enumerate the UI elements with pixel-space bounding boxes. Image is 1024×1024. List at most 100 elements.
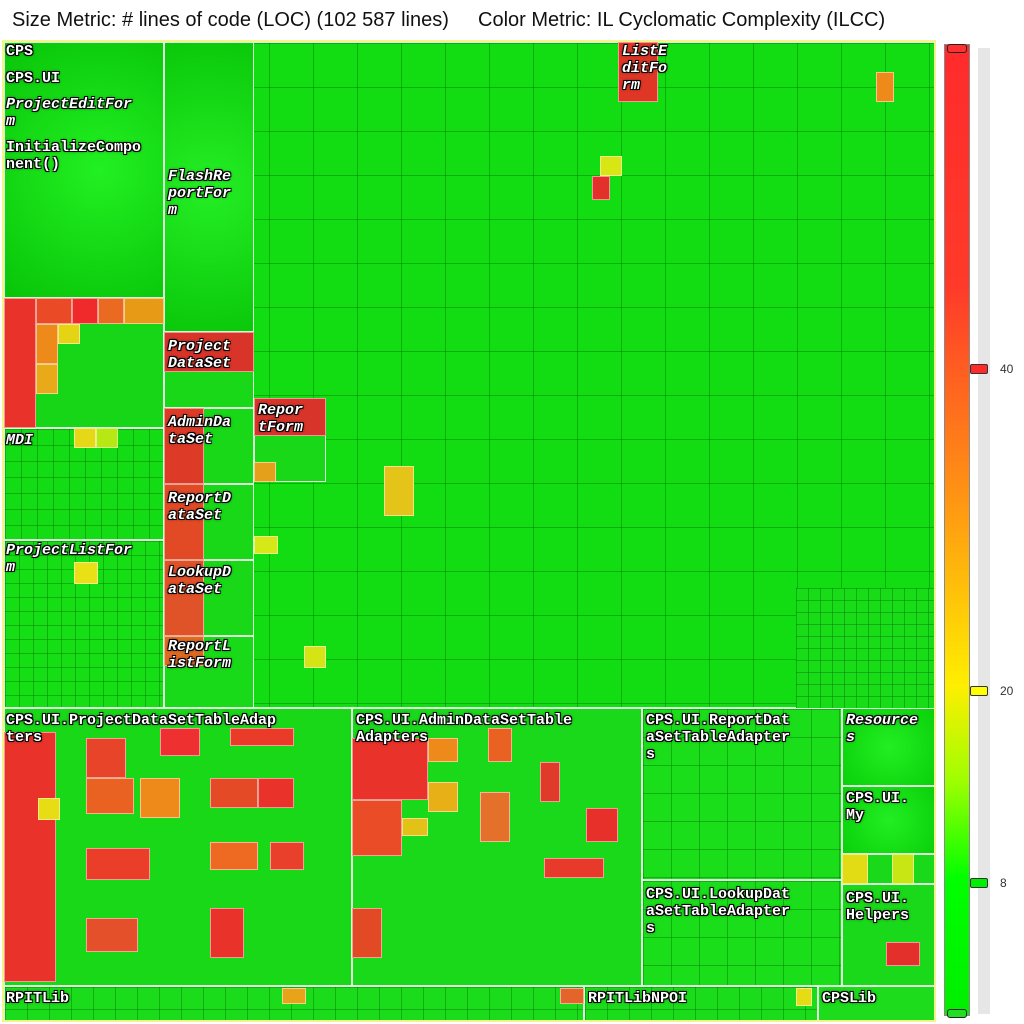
treemap-hot-cell[interactable]: [586, 808, 618, 842]
treemap-hot-cell[interactable]: [402, 818, 428, 836]
treemap-hot-cell[interactable]: [4, 732, 56, 982]
treemap-hot-cell[interactable]: [876, 72, 894, 102]
label-project-edit-form: ProjectEditFor m: [6, 96, 133, 130]
treemap-node-flash-report-form[interactable]: [164, 42, 254, 332]
treemap-node-rpitlib-npoi[interactable]: [584, 986, 818, 1020]
treemap-hot-cell[interactable]: [428, 738, 458, 762]
scale-min-handle[interactable]: [947, 1009, 967, 1018]
treemap-hot-cell[interactable]: [38, 798, 60, 820]
label-project-list-form: ProjectListFor m: [6, 542, 133, 576]
label-lookup-dataset-table-adapters: CPS.UI.LookupDat aSetTableAdapter s: [646, 886, 791, 937]
label-project-dataset: Project DataSet: [168, 338, 232, 372]
label-cps: CPS: [6, 43, 34, 60]
treemap-hot-cell[interactable]: [540, 762, 560, 802]
treemap-hot-cell[interactable]: [36, 298, 72, 324]
treemap-node-lookup-dataset-table-adapters[interactable]: [642, 880, 842, 986]
scale-marker-20[interactable]: [970, 686, 988, 696]
label-resources: Resource s: [846, 712, 919, 746]
treemap-hot-cell[interactable]: [352, 908, 382, 958]
treemap-hot-cell[interactable]: [4, 298, 36, 428]
scale-max-handle[interactable]: [947, 44, 967, 53]
treemap-hot-cell[interactable]: [428, 782, 458, 812]
scale-marker-40[interactable]: [970, 364, 988, 374]
treemap-node-project-edit-form[interactable]: [4, 42, 164, 298]
treemap-hot-cell[interactable]: [164, 332, 254, 372]
treemap-hot-cell[interactable]: [352, 738, 428, 800]
scale-tick-20: 20: [1000, 684, 1014, 698]
treemap-hot-cell[interactable]: [164, 484, 204, 560]
treemap-hot-cell[interactable]: [230, 728, 294, 746]
treemap-hot-cell[interactable]: [86, 738, 126, 778]
treemap-node-cpslib[interactable]: [818, 986, 934, 1020]
treemap-hot-cell[interactable]: [592, 176, 610, 200]
treemap-hot-cell[interactable]: [384, 466, 414, 516]
label-cps-ui-my: CPS.UI. My: [846, 790, 910, 824]
treemap-node-list-edit-form[interactable]: [618, 42, 658, 102]
treemap-hot-cell[interactable]: [254, 462, 276, 482]
treemap-hot-cell[interactable]: [140, 778, 180, 818]
treemap-hot-cell[interactable]: [164, 408, 204, 484]
treemap-hot-cell[interactable]: [86, 848, 150, 880]
treemap-hot-cell[interactable]: [352, 800, 402, 856]
scale-tick-8: 8: [1000, 876, 1007, 890]
treemap-hot-cell[interactable]: [254, 398, 326, 436]
treemap-hot-cell[interactable]: [886, 942, 920, 966]
label-cps-ui: CPS.UI: [6, 70, 61, 87]
treemap-hot-cell[interactable]: [480, 792, 510, 842]
treemap-hot-cell[interactable]: [560, 988, 584, 1004]
label-cps-ui-helpers: CPS.UI. Helpers: [846, 890, 910, 924]
treemap-hot-cell[interactable]: [254, 536, 278, 554]
treemap-hot-cell[interactable]: [600, 156, 622, 176]
treemap-hot-cell[interactable]: [36, 324, 58, 364]
treemap-hot-cell[interactable]: [98, 298, 124, 324]
label-cpslib: CPSLib: [822, 990, 877, 1007]
treemap-node-cps-ui-my[interactable]: [842, 786, 934, 854]
size-metric-label: Size Metric: # lines of code (LOC) (102 …: [12, 9, 449, 31]
treemap-node-fine-grid[interactable]: [796, 588, 934, 708]
color-scale-bar[interactable]: [944, 44, 970, 1016]
treemap-hot-cell[interactable]: [72, 298, 98, 324]
treemap-hot-cell[interactable]: [74, 428, 96, 448]
label-admin-dataset-table-adapters: CPS.UI.AdminDataSetTable Adapters: [356, 712, 573, 746]
treemap-hot-cell[interactable]: [86, 778, 134, 814]
label-lookup-dataset: LookupD ataSet: [168, 564, 232, 598]
treemap-hot-cell[interactable]: [86, 918, 138, 952]
label-report-form: Repor tForm: [258, 402, 304, 436]
treemap-hot-cell[interactable]: [96, 428, 118, 448]
label-rpitlib: RPITLib: [6, 990, 70, 1007]
label-list-edit-form: ListE ditFo rm: [622, 43, 668, 94]
treemap-hot-cell[interactable]: [36, 364, 58, 394]
label-flash-report-form: FlashRe portFor m: [168, 168, 232, 219]
color-scale-track[interactable]: [978, 48, 990, 1014]
treemap-hot-cell[interactable]: [270, 842, 304, 870]
treemap-hot-cell[interactable]: [282, 988, 306, 1004]
treemap-hot-cell[interactable]: [58, 324, 80, 344]
treemap-node-cps-ui-helpers[interactable]: [842, 884, 934, 986]
label-admin-dataset: AdminDa taSet: [168, 414, 232, 448]
scale-marker-8[interactable]: [970, 878, 988, 888]
label-mdi: MDI: [6, 432, 34, 449]
treemap-hot-cell[interactable]: [160, 728, 200, 756]
label-initialize-component: InitializeCompo nent(): [6, 139, 142, 173]
treemap-node-resources[interactable]: [842, 708, 934, 786]
treemap-node-report-dataset-table-adapters[interactable]: [642, 708, 842, 880]
treemap-hot-cell[interactable]: [304, 646, 326, 668]
treemap-hot-cell[interactable]: [124, 298, 164, 324]
treemap-hot-cell[interactable]: [488, 728, 512, 762]
treemap-hot-cell[interactable]: [210, 842, 258, 870]
label-report-dataset: ReportD ataSet: [168, 490, 232, 524]
treemap-hot-cell[interactable]: [796, 988, 812, 1006]
color-metric-label: Color Metric: IL Cyclomatic Complexity (…: [478, 9, 886, 31]
treemap-hot-cell[interactable]: [892, 854, 914, 884]
treemap[interactable]: CPS CPS.UI ProjectEditFor m InitializeCo…: [2, 40, 936, 1022]
treemap-hot-cell[interactable]: [164, 636, 204, 666]
label-report-list-form: ReportL istForm: [168, 638, 232, 672]
treemap-hot-cell[interactable]: [210, 908, 244, 958]
treemap-hot-cell[interactable]: [842, 854, 868, 884]
treemap-hot-cell[interactable]: [164, 560, 204, 636]
treemap-hot-cell[interactable]: [258, 778, 294, 808]
label-rpitlib-npoi: RPITLibNPOI: [588, 990, 688, 1007]
treemap-hot-cell[interactable]: [210, 778, 258, 808]
treemap-hot-cell[interactable]: [74, 562, 98, 584]
treemap-hot-cell[interactable]: [544, 858, 604, 878]
